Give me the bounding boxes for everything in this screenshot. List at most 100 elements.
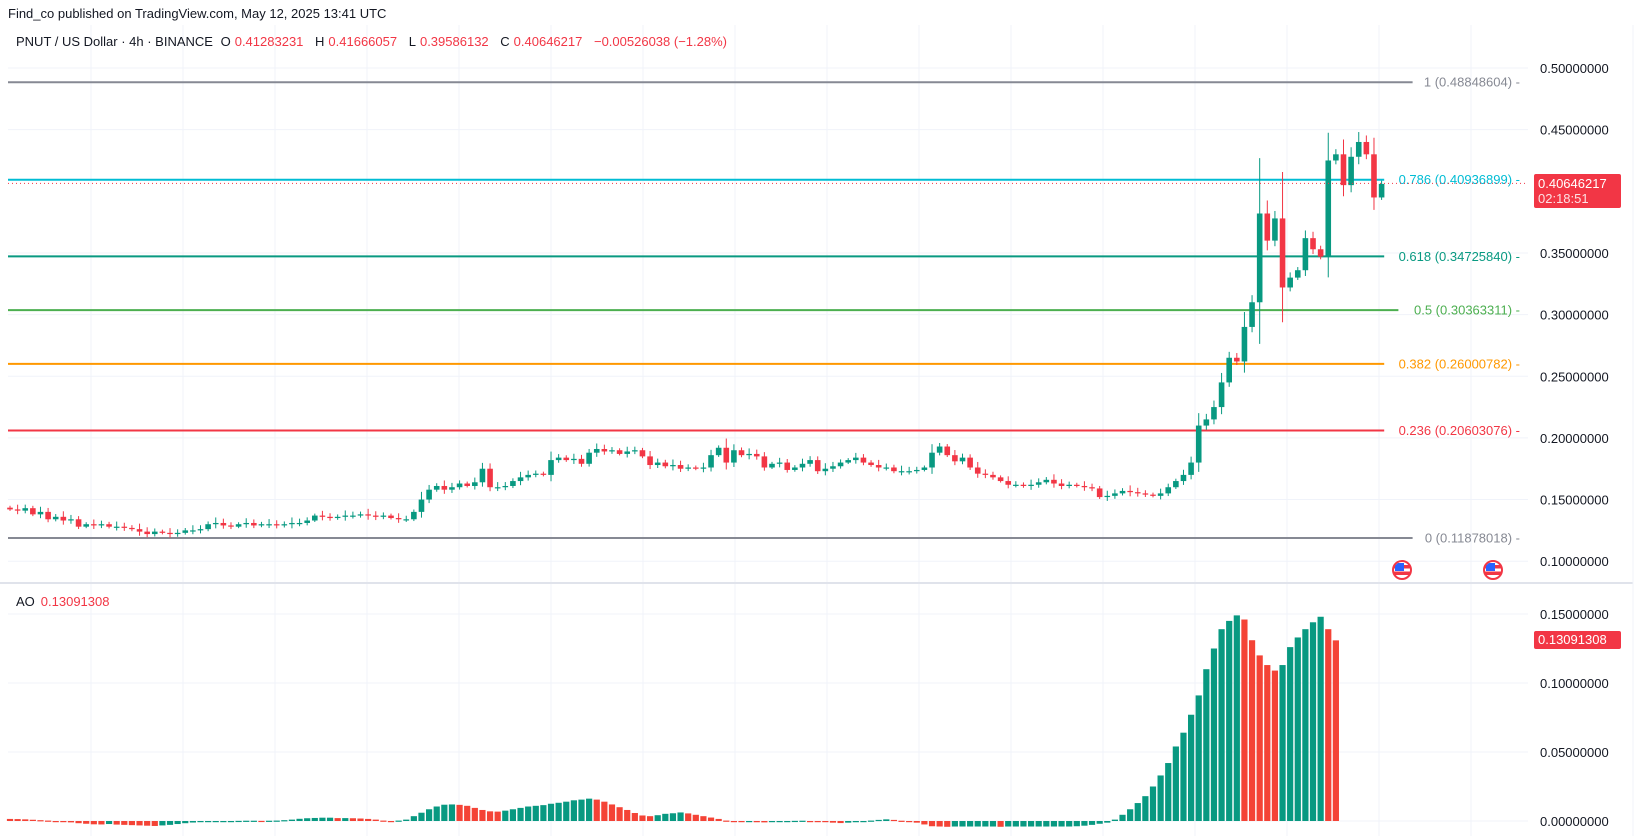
ao-legend[interactable]: AO 0.13091308 (16, 594, 109, 609)
symbol-title[interactable]: PNUT / US Dollar · 4h · BINANCE (16, 34, 213, 49)
candle (479, 468, 486, 483)
ao-bar (426, 809, 433, 821)
candle (845, 460, 851, 463)
ao-bar (997, 821, 1004, 827)
candle (1058, 483, 1065, 486)
candle (685, 467, 691, 469)
ao-bar (1104, 821, 1111, 823)
ao-bar (166, 821, 174, 825)
candle (235, 524, 242, 527)
ao-bar (593, 799, 600, 821)
candle (715, 447, 722, 456)
candle (799, 463, 806, 468)
candle (769, 463, 775, 468)
ao-bar (174, 821, 181, 825)
ao-bar (906, 821, 913, 823)
ao-bar (738, 821, 745, 823)
us-flag-icon[interactable] (1392, 560, 1412, 580)
candle (182, 530, 189, 533)
candle (670, 465, 676, 467)
candle (548, 460, 554, 475)
candle (1013, 484, 1019, 486)
ao-bar (418, 812, 425, 821)
ao-bar (707, 817, 715, 821)
candle (959, 457, 966, 462)
ao-label: AO (16, 594, 35, 609)
ao-bar (1035, 821, 1042, 827)
candle (738, 450, 745, 456)
ao-bar (776, 821, 783, 823)
ao-bar (791, 820, 798, 823)
candle (251, 522, 257, 526)
ao-bar (867, 820, 875, 822)
candle (258, 524, 265, 526)
ao-bar (357, 818, 364, 821)
candle (220, 522, 227, 526)
ao-bar (730, 821, 737, 823)
ao-bar (761, 821, 768, 823)
ao-bar (860, 821, 867, 823)
candle (731, 450, 737, 463)
ao-bar (479, 809, 486, 821)
ao-bar (814, 821, 821, 823)
ao-bar (1127, 809, 1134, 821)
candle (662, 462, 669, 467)
ao-bar (1287, 647, 1294, 821)
ao-bar (52, 821, 59, 823)
candle (609, 450, 615, 452)
candle (1096, 488, 1103, 498)
ao-bar (197, 821, 204, 823)
ao-bar (365, 818, 372, 821)
ao-bar (700, 816, 707, 821)
candle (1005, 481, 1012, 485)
candle (936, 446, 943, 453)
candle (517, 477, 524, 482)
ao-bar (334, 818, 341, 821)
ao-bar (1203, 669, 1210, 821)
ao-bar (1119, 814, 1126, 821)
symbol-legend: PNUT / US Dollar · 4h · BINANCE O 0.41283… (16, 34, 735, 49)
ao-bar (845, 821, 852, 823)
ao-bar (83, 821, 90, 824)
ao-bar (746, 821, 753, 823)
ao-bar (921, 821, 928, 825)
ao-value-tag: 0.13091308 (1534, 631, 1621, 649)
ao-bar (639, 815, 646, 821)
candle (426, 489, 432, 500)
low-value: 0.39586132 (419, 34, 489, 49)
ao-bar (982, 821, 989, 827)
candle (990, 474, 996, 478)
candle (151, 531, 158, 535)
ao-bar (1172, 746, 1179, 821)
price-pane[interactable] (8, 25, 1633, 583)
candle (1287, 277, 1293, 288)
ao-bar (319, 817, 326, 821)
high-value: 0.41666057 (328, 34, 398, 49)
ao-axis-tick: 0.15000000 (1540, 607, 1609, 622)
ao-bar (113, 821, 120, 825)
candle (365, 514, 371, 516)
candle (830, 466, 836, 469)
ao-bar (1073, 821, 1080, 827)
candle (571, 458, 577, 461)
candle (456, 483, 463, 488)
candle (1348, 156, 1354, 186)
candle (624, 451, 631, 454)
ao-bar (509, 809, 517, 821)
candle (792, 467, 798, 470)
ao-bar (273, 820, 280, 822)
ao-bar (441, 804, 448, 821)
us-flag-icon[interactable] (1483, 560, 1503, 580)
candle (555, 457, 562, 461)
ao-bar (403, 819, 410, 821)
ao-bar (1218, 629, 1225, 821)
candle (1226, 357, 1232, 383)
open-value: 0.41283231 (234, 34, 304, 49)
ao-bar (265, 820, 273, 822)
candle (578, 458, 585, 464)
ao-bar (555, 802, 562, 821)
candle (113, 526, 120, 528)
candle (1378, 183, 1385, 198)
ao-bar (464, 805, 471, 821)
